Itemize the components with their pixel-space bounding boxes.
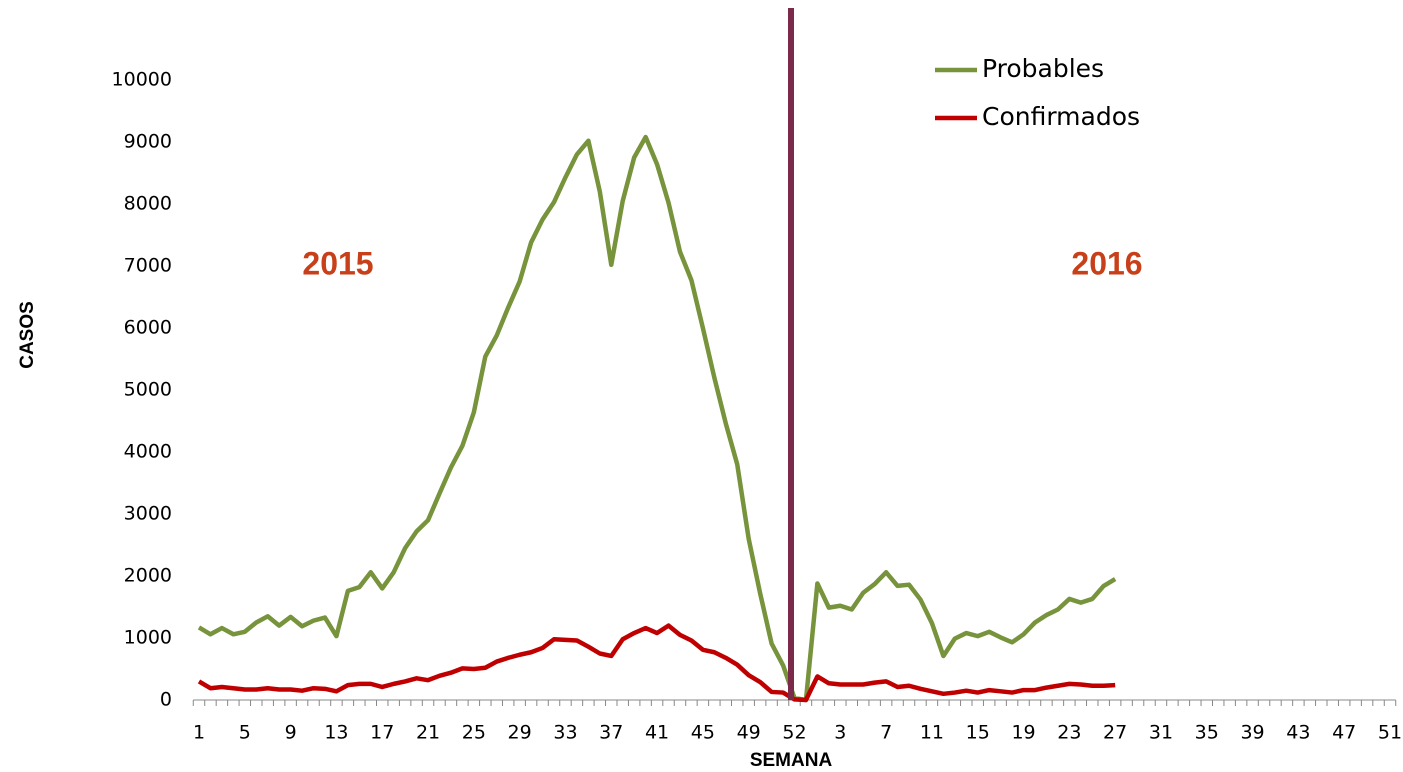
x-tick-label: 41 bbox=[645, 722, 669, 744]
x-tick-label: 45 bbox=[691, 722, 715, 744]
x-tick-label: 51 bbox=[1378, 722, 1402, 744]
x-axis-label: SEMANA bbox=[750, 750, 833, 771]
legend-label: Confirmados bbox=[982, 102, 1140, 131]
x-tick-label: 25 bbox=[462, 722, 486, 744]
x-tick-label: 11 bbox=[920, 722, 944, 744]
x-tick-label: 1 bbox=[193, 722, 205, 744]
x-tick-label: 29 bbox=[508, 722, 532, 744]
legend-label: Probables bbox=[982, 54, 1104, 83]
y-tick-label: 2000 bbox=[124, 565, 172, 587]
year-annotation: 2016 bbox=[1071, 245, 1142, 281]
y-tick-label: 5000 bbox=[124, 379, 172, 401]
x-tick-label: 33 bbox=[553, 722, 577, 744]
x-tick-label: 39 bbox=[1240, 722, 1264, 744]
y-tick-label: 4000 bbox=[124, 441, 172, 463]
data-line bbox=[197, 623, 1116, 703]
y-tick-label: 1000 bbox=[124, 627, 172, 649]
y-tick-label: 6000 bbox=[124, 317, 172, 339]
year-annotation: 2015 bbox=[302, 245, 373, 281]
x-tick-label: 47 bbox=[1332, 722, 1356, 744]
x-tick-label: 27 bbox=[1103, 722, 1127, 744]
x-tick-label: 49 bbox=[737, 722, 761, 744]
x-tick-label: 5 bbox=[239, 722, 251, 744]
x-tick-label: 9 bbox=[285, 722, 297, 744]
y-tick-label: 7000 bbox=[124, 255, 172, 277]
x-tick-label: 35 bbox=[1195, 722, 1219, 744]
x-tick-label: 37 bbox=[599, 722, 623, 744]
y-tick-label: 10000 bbox=[112, 69, 172, 91]
x-tick-label: 23 bbox=[1057, 722, 1081, 744]
data-line bbox=[197, 134, 1117, 703]
x-tick-label: 7 bbox=[880, 722, 892, 744]
y-tick-label: 9000 bbox=[124, 131, 172, 153]
x-tick-label: 21 bbox=[416, 722, 440, 744]
x-tick-label: 13 bbox=[324, 722, 348, 744]
x-tick-label: 43 bbox=[1286, 722, 1310, 744]
x-tick-label: 3 bbox=[834, 722, 846, 744]
x-tick-label: 17 bbox=[370, 722, 394, 744]
y-tick-label: 0 bbox=[160, 689, 172, 711]
y-axis-label: CASOS bbox=[17, 301, 38, 369]
x-tick-label: 15 bbox=[966, 722, 990, 744]
x-tick-label: 52 bbox=[782, 722, 806, 744]
x-tick-label: 19 bbox=[1011, 722, 1035, 744]
x-tick-label: 31 bbox=[1149, 722, 1173, 744]
y-tick-label: 8000 bbox=[124, 193, 172, 215]
y-tick-label: 3000 bbox=[124, 503, 172, 525]
